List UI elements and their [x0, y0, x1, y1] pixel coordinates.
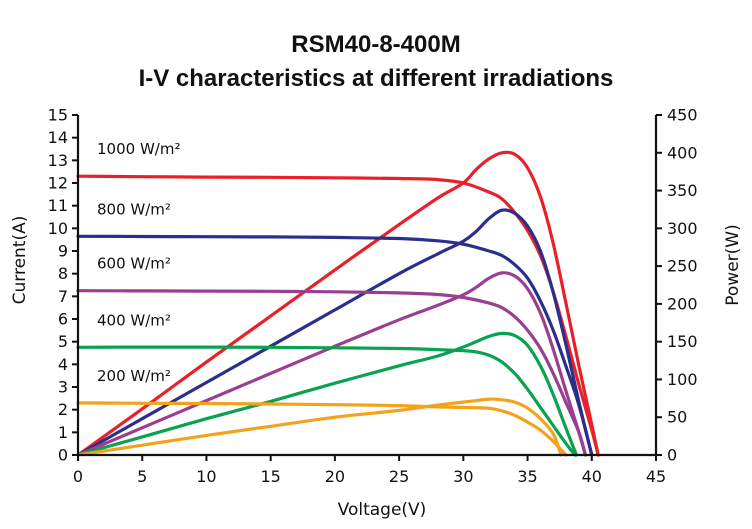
- y2-tick-label: 200: [667, 294, 698, 313]
- x-tick-label: 35: [517, 467, 537, 486]
- series-label-4: 200 W/m²: [97, 367, 171, 385]
- y-tick-label: 3: [58, 378, 68, 397]
- y2-tick-label: 100: [667, 370, 698, 389]
- y-tick-label: 14: [48, 128, 68, 147]
- iv-curve-4: [76, 401, 568, 457]
- y-tick-label: 13: [48, 151, 68, 170]
- series-label-0: 1000 W/m²: [97, 140, 180, 158]
- y2-axis-label: Power(W): [723, 224, 743, 305]
- y-tick-label: 10: [48, 219, 68, 238]
- y-tick-label: 6: [58, 310, 68, 329]
- y-tick-label: 7: [58, 287, 68, 306]
- y2-tick-label: 400: [667, 143, 698, 162]
- x-tick-label: 20: [325, 467, 345, 486]
- y-tick-label: 8: [58, 264, 68, 283]
- series-label-2: 600 W/m²: [97, 255, 171, 273]
- y-tick-label: 0: [58, 446, 68, 465]
- y-tick-label: 12: [48, 174, 68, 193]
- power-curve-4: [76, 397, 563, 457]
- y-tick-label: 1: [58, 423, 68, 442]
- y-axis-label: Current(A): [10, 216, 30, 305]
- y-tick-label: 11: [48, 196, 68, 215]
- iv-curve-2: [76, 289, 587, 457]
- power-curve-0: [76, 150, 600, 457]
- y2-tick-label: 50: [667, 408, 687, 427]
- power-curve-2: [76, 271, 587, 457]
- series-label-1: 800 W/m²: [97, 200, 171, 218]
- chart-subtitle: I-V characteristics at different irradia…: [139, 65, 614, 92]
- y2-tick-label: 0: [667, 446, 677, 465]
- x-tick-label: 5: [137, 467, 147, 486]
- x-tick-label: 0: [73, 467, 83, 486]
- y2-tick-label: 150: [667, 332, 698, 351]
- series-label-3: 400 W/m²: [97, 311, 171, 329]
- y2-tick-label: 450: [667, 106, 698, 125]
- y2-tick-label: 250: [667, 257, 698, 276]
- x-tick-label: 10: [196, 467, 216, 486]
- y-tick-label: 15: [48, 106, 68, 125]
- x-tick-label: 45: [646, 467, 666, 486]
- chart-title: RSM40-8-400M: [291, 31, 460, 58]
- x-tick-label: 30: [453, 467, 473, 486]
- y-tick-label: 2: [58, 400, 68, 419]
- x-axis-label: Voltage(V): [338, 500, 427, 520]
- power-curve-1: [76, 208, 594, 457]
- iv-curve-0: [76, 174, 600, 457]
- iv-curve-1: [76, 234, 594, 457]
- y-tick-label: 9: [58, 242, 68, 261]
- iv-curve-3: [76, 345, 577, 457]
- power-curve-3: [76, 331, 578, 457]
- x-tick-label: 15: [260, 467, 280, 486]
- x-tick-label: 40: [582, 467, 602, 486]
- x-tick-label: 25: [389, 467, 409, 486]
- y-tick-label: 5: [58, 332, 68, 351]
- y2-tick-label: 350: [667, 181, 698, 200]
- y-tick-label: 4: [58, 355, 68, 374]
- y2-tick-label: 300: [667, 219, 698, 238]
